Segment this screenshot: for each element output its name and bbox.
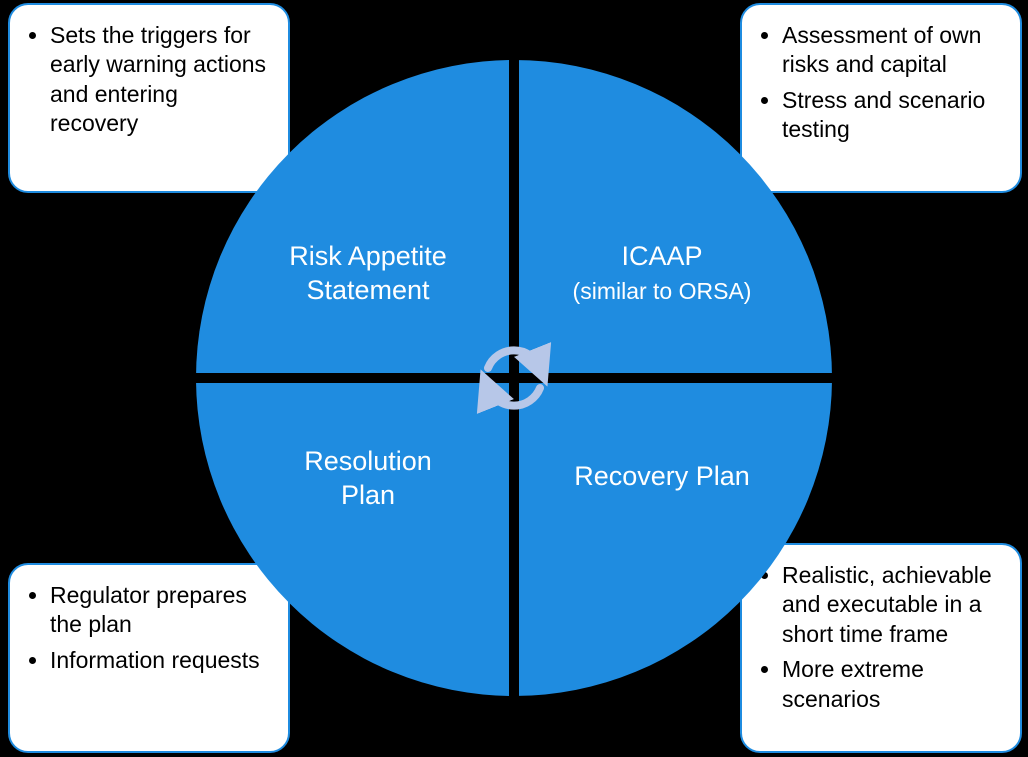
quadrant-bl-shape [196, 378, 514, 696]
quadrant-label-br: Recovery Plan [532, 460, 792, 494]
quadrant-tr-line1: ICAAP [621, 241, 702, 271]
quadrant-label-tr: ICAAP (similar to ORSA) [532, 240, 792, 308]
quadrant-tl-line2: Statement [306, 275, 429, 305]
quadrant-bl-line1: Resolution [304, 446, 432, 476]
quadrant-br-shape [514, 378, 832, 696]
quadrant-tr-shape [514, 60, 832, 378]
quadrant-tl-shape [196, 60, 514, 378]
quadrant-bl-line2: Plan [341, 480, 395, 510]
quadrant-circle [0, 0, 1028, 757]
quadrant-tr-sub: (similar to ORSA) [573, 278, 752, 304]
quadrant-tl-line1: Risk Appetite [289, 241, 447, 271]
quadrant-br-line1: Recovery Plan [574, 461, 750, 491]
diagram-stage: Sets the triggers for early warning acti… [0, 0, 1028, 757]
quadrant-label-tl: Risk Appetite Statement [238, 240, 498, 308]
quadrant-label-bl: Resolution Plan [238, 445, 498, 513]
